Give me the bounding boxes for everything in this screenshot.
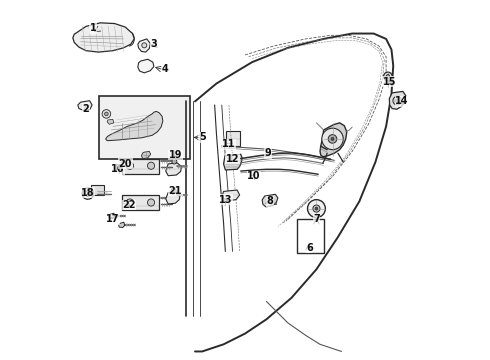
- Circle shape: [147, 162, 155, 169]
- Text: 11: 11: [222, 139, 236, 149]
- Circle shape: [384, 72, 392, 81]
- Bar: [122, 158, 159, 174]
- Circle shape: [331, 138, 334, 140]
- Circle shape: [313, 205, 320, 212]
- Text: 10: 10: [247, 171, 261, 181]
- Circle shape: [82, 188, 94, 199]
- Text: 12: 12: [226, 154, 239, 163]
- Polygon shape: [390, 91, 406, 109]
- Polygon shape: [222, 190, 240, 201]
- Text: 3: 3: [150, 39, 157, 49]
- Bar: [297, 219, 323, 253]
- Circle shape: [328, 135, 337, 143]
- Bar: [226, 131, 240, 146]
- Bar: [266, 198, 276, 204]
- Text: 21: 21: [169, 186, 182, 196]
- Text: 2: 2: [83, 104, 89, 113]
- Polygon shape: [78, 101, 92, 111]
- Circle shape: [104, 112, 108, 116]
- Circle shape: [395, 99, 399, 103]
- Polygon shape: [107, 119, 114, 124]
- Bar: [116, 164, 122, 169]
- Polygon shape: [106, 111, 163, 141]
- Text: 1: 1: [90, 23, 97, 33]
- Circle shape: [393, 96, 401, 105]
- Bar: [91, 185, 104, 195]
- Polygon shape: [223, 154, 242, 170]
- Polygon shape: [142, 152, 151, 158]
- Circle shape: [142, 43, 147, 48]
- Circle shape: [315, 207, 318, 210]
- Polygon shape: [166, 163, 181, 176]
- Text: 18: 18: [81, 188, 95, 198]
- Polygon shape: [320, 123, 347, 157]
- Circle shape: [171, 188, 176, 193]
- Text: 15: 15: [383, 77, 396, 87]
- Circle shape: [102, 110, 111, 118]
- Text: 4: 4: [161, 64, 168, 74]
- Text: 16: 16: [111, 164, 125, 174]
- Polygon shape: [109, 213, 115, 219]
- Text: 20: 20: [119, 159, 132, 169]
- Circle shape: [126, 199, 134, 206]
- Text: 8: 8: [267, 197, 273, 206]
- Polygon shape: [262, 194, 278, 207]
- Text: 6: 6: [306, 243, 313, 253]
- Circle shape: [126, 162, 134, 169]
- Text: 7: 7: [313, 214, 320, 224]
- Polygon shape: [119, 222, 124, 228]
- Bar: [122, 195, 159, 210]
- Text: 14: 14: [395, 96, 409, 107]
- Text: 22: 22: [122, 200, 136, 210]
- Circle shape: [386, 75, 390, 78]
- Circle shape: [147, 199, 155, 206]
- Text: 9: 9: [265, 148, 271, 158]
- Bar: [98, 96, 190, 158]
- Circle shape: [322, 128, 343, 150]
- Circle shape: [85, 191, 91, 197]
- Polygon shape: [138, 39, 150, 52]
- Text: 5: 5: [199, 132, 205, 142]
- Text: 19: 19: [169, 150, 182, 160]
- Circle shape: [172, 159, 177, 164]
- Text: 13: 13: [219, 195, 232, 204]
- Polygon shape: [73, 23, 134, 52]
- Polygon shape: [166, 192, 180, 204]
- Circle shape: [308, 200, 325, 217]
- Polygon shape: [138, 59, 154, 73]
- Text: 17: 17: [106, 214, 120, 224]
